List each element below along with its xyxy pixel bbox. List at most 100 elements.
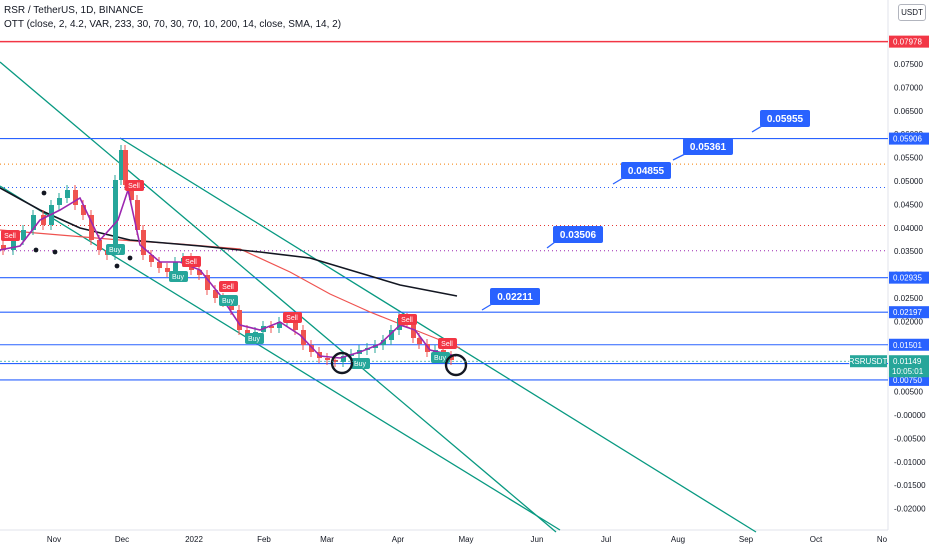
signal-tag-label: Sell xyxy=(441,341,453,348)
channel-lower-line[interactable] xyxy=(0,185,561,531)
price-level-tag xyxy=(889,271,929,284)
signal-tag-label: Sell xyxy=(185,259,197,266)
highlight-circle xyxy=(444,353,468,377)
price-level-tag-label: 0.07978 xyxy=(893,38,922,47)
callout-pointer xyxy=(751,125,763,133)
y-tick-label: -0.00000 xyxy=(894,411,926,420)
candle-body xyxy=(277,322,282,328)
x-tick-label: Aug xyxy=(671,535,685,544)
callout-label: 0.05955 xyxy=(767,114,804,125)
callout-label: 0.05361 xyxy=(690,142,727,153)
price-level-tag xyxy=(889,35,929,48)
pivot-dot xyxy=(114,263,120,269)
signal-tag-label: Sell xyxy=(128,183,140,190)
signal-tag-label: Buy xyxy=(434,355,447,362)
candle-body xyxy=(381,340,386,345)
x-tick-label: Jun xyxy=(531,535,544,544)
candle-body xyxy=(149,255,154,262)
y-tick-label: 0.07500 xyxy=(894,60,923,69)
price-level-tag-label: 0.02935 xyxy=(893,274,922,283)
candle-body xyxy=(65,190,70,198)
candle-body xyxy=(81,205,86,215)
callout-pointer xyxy=(672,153,686,161)
callout-label: 0.03506 xyxy=(560,230,597,241)
candle-body xyxy=(97,240,102,250)
y-tick-label: 0.04500 xyxy=(894,200,923,209)
y-tick-label: 0.00500 xyxy=(894,388,923,397)
signal-tag-label: Sell xyxy=(286,315,298,322)
price-level-tag xyxy=(889,338,929,351)
price-level-tag-label: 0.05906 xyxy=(893,135,922,144)
pivot-dot xyxy=(127,255,133,261)
sell-signal-tag xyxy=(125,180,144,191)
sell-signal-tag xyxy=(283,312,302,323)
candle-body xyxy=(301,330,306,345)
target-callout[interactable] xyxy=(621,162,671,179)
sell-signal-tag xyxy=(1,230,20,241)
buy-signal-tag xyxy=(219,295,238,306)
candle-body xyxy=(89,215,94,240)
sell-signal-tag xyxy=(219,281,238,292)
pivot-dot xyxy=(33,247,39,253)
bar-countdown: 10:05:01 xyxy=(892,367,924,376)
buy-signal-tag xyxy=(431,352,450,363)
candle-body xyxy=(129,185,134,200)
target-callout[interactable] xyxy=(683,138,733,155)
target-callout[interactable] xyxy=(760,110,810,127)
signal-tag-label: Buy xyxy=(248,336,261,343)
candle-body xyxy=(417,338,422,344)
pivot-dot xyxy=(52,249,58,255)
candle-body xyxy=(449,356,454,360)
candle-body xyxy=(205,275,210,290)
price-level-tag xyxy=(889,132,929,145)
candle-body xyxy=(309,345,314,352)
signal-tag-label: Sell xyxy=(4,233,16,240)
x-tick-label: Oct xyxy=(810,535,823,544)
signal-tag-label: Buy xyxy=(222,298,235,305)
x-tick-label: May xyxy=(458,535,473,544)
candle-body xyxy=(165,268,170,272)
black-moving-average[interactable] xyxy=(0,187,458,297)
buy-signal-tag xyxy=(351,358,370,369)
callout-label: 0.04855 xyxy=(628,166,665,177)
chart-title: RSR / TetherUS, 1D, BINANCE xyxy=(4,5,144,16)
candle-body xyxy=(341,356,346,362)
candle-body xyxy=(1,245,6,250)
candle-body xyxy=(237,310,242,330)
highlight-circle xyxy=(330,351,354,375)
candle-body xyxy=(73,190,78,205)
candle-body xyxy=(173,262,178,272)
candle-body xyxy=(41,215,46,225)
y-tick-label: -0.01500 xyxy=(894,481,926,490)
ott-line[interactable] xyxy=(0,186,457,359)
currency-button[interactable]: USDT xyxy=(898,4,926,21)
callout-pointer xyxy=(481,303,493,311)
candle-body xyxy=(57,198,62,205)
buy-signal-tag xyxy=(169,271,188,282)
candle-body xyxy=(293,320,298,330)
target-callout[interactable] xyxy=(553,226,603,243)
sell-signal-tag xyxy=(182,256,201,267)
y-tick-label: 0.05000 xyxy=(894,177,923,186)
candle-body xyxy=(333,360,338,362)
signal-tag-label: Buy xyxy=(172,274,185,281)
channel-middle-line[interactable] xyxy=(119,137,757,533)
target-callout[interactable] xyxy=(490,288,540,305)
sell-signal-tag xyxy=(438,338,457,349)
candle-body xyxy=(123,150,128,185)
callout-label: 0.02211 xyxy=(497,292,533,303)
x-tick-label: 2022 xyxy=(185,535,203,544)
candle-body xyxy=(157,262,162,268)
indicator-legend[interactable]: OTT (close, 2, 4.2, VAR, 233, 30, 70, 30… xyxy=(4,19,342,30)
channel-upper-line[interactable] xyxy=(0,61,557,533)
buy-signal-tag xyxy=(106,244,125,255)
x-tick-label: Apr xyxy=(392,535,405,544)
y-tick-label: -0.00500 xyxy=(894,434,926,443)
y-tick-label: 0.07000 xyxy=(894,83,923,92)
candle-body xyxy=(135,200,140,230)
candle-body xyxy=(213,290,218,298)
price-level-tag-label: 0.01501 xyxy=(893,341,922,350)
x-tick-label: Feb xyxy=(257,535,271,544)
candle-body xyxy=(21,230,26,240)
